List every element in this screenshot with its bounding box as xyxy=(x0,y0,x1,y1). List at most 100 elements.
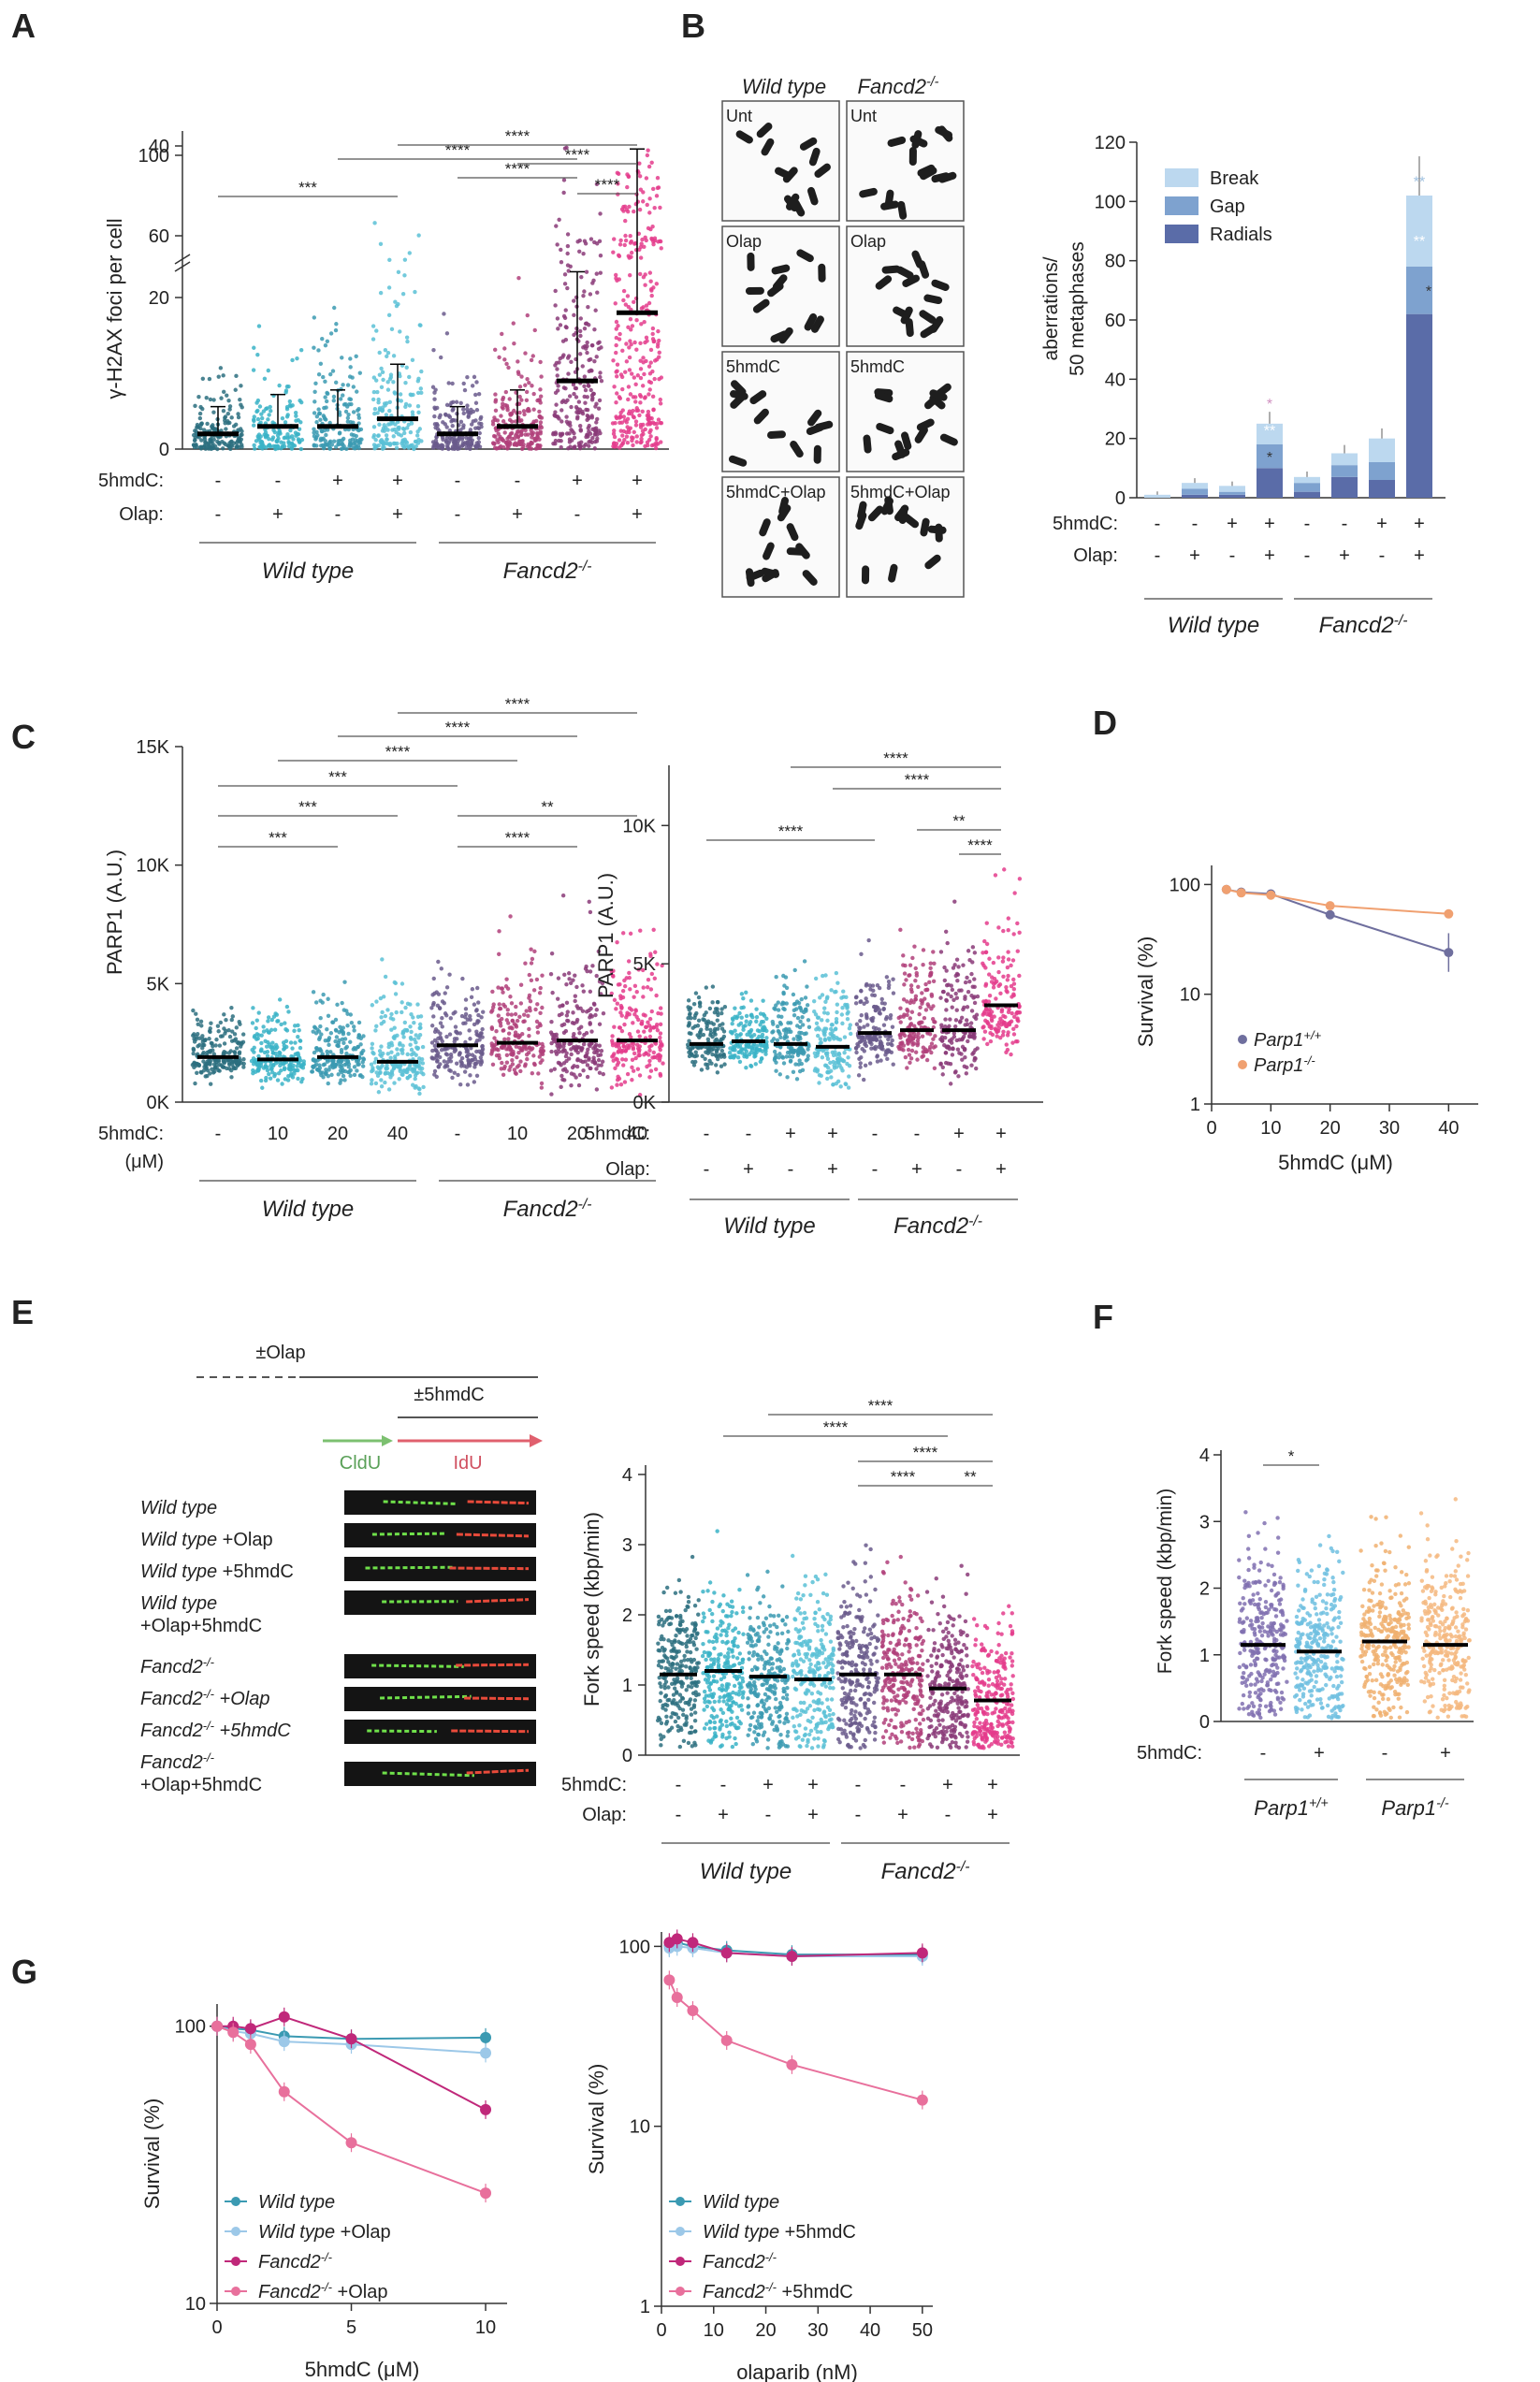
dot-a-7 xyxy=(614,342,618,348)
dot-a-2 xyxy=(312,345,316,350)
dot-c1-3 xyxy=(378,995,384,1001)
dot-c2-3 xyxy=(840,1058,846,1064)
dot-c2-0 xyxy=(693,1050,698,1054)
dot-a-5 xyxy=(504,361,509,367)
dot-a-2 xyxy=(325,390,329,396)
dot-a-6 xyxy=(587,423,591,428)
dot-c2-2 xyxy=(777,1031,782,1037)
treat-olap-7: + xyxy=(632,504,643,525)
treat-olap-3: + xyxy=(1264,545,1275,566)
dot-a-0 xyxy=(220,439,225,444)
dot-c1-3 xyxy=(400,981,405,986)
dot-a-7 xyxy=(638,425,644,429)
dot-a-2 xyxy=(316,348,321,353)
dot-c1-0 xyxy=(214,1062,219,1068)
dot-c2-1 xyxy=(737,1033,742,1038)
dot-c2-7 xyxy=(994,996,998,1001)
dot-c1-7 xyxy=(622,1022,627,1027)
dot-c2-7 xyxy=(983,981,989,987)
dot-c2-3 xyxy=(820,1055,825,1060)
dot-a-3 xyxy=(375,389,380,395)
dot-a-7 xyxy=(647,270,653,275)
dot-a-5 xyxy=(523,351,528,356)
dot-a-2 xyxy=(340,438,345,443)
dot-c1-1 xyxy=(298,1045,303,1051)
dot-a-0 xyxy=(236,414,241,420)
dot-a-6 xyxy=(588,292,593,297)
dot-a-3 xyxy=(390,428,395,432)
dot-c1-1 xyxy=(254,1025,258,1031)
dot-c2-4 xyxy=(865,1023,870,1027)
dot-c1-5 xyxy=(504,1018,510,1023)
dot-c2-6 xyxy=(949,994,953,999)
dot-a-3 xyxy=(410,410,415,414)
dot-c2-6 xyxy=(956,1074,961,1079)
bar-b-break-7 xyxy=(1406,196,1432,267)
dot-c1-7 xyxy=(640,1019,645,1024)
dot-c2-0 xyxy=(715,999,720,1005)
dot-c1-7 xyxy=(651,1025,657,1030)
dot-c1-2 xyxy=(331,1063,336,1068)
metaphase-label: Olap xyxy=(850,232,886,251)
dot-a-4 xyxy=(479,414,484,420)
dot-c2-4 xyxy=(858,1065,863,1069)
dot-c1-3 xyxy=(413,1076,417,1082)
dot-a-5 xyxy=(510,419,515,424)
dot-a-5 xyxy=(500,331,504,337)
dot-c2-6 xyxy=(950,987,955,993)
dot-c2-0 xyxy=(693,1013,698,1018)
dot-a-3 xyxy=(372,411,377,416)
dot-a-6 xyxy=(574,404,579,410)
dot-a-7 xyxy=(650,369,655,374)
dot-a-3 xyxy=(370,397,376,402)
dot-c1-1 xyxy=(270,1070,275,1075)
dot-c1-0 xyxy=(199,1024,204,1028)
dot-a-3 xyxy=(381,440,386,444)
axis-break xyxy=(174,254,191,265)
dot-a-6 xyxy=(588,439,593,443)
dot-c2-5 xyxy=(933,1020,937,1024)
dot-a-7 xyxy=(640,428,646,433)
dot-c1-6 xyxy=(566,971,572,976)
tick-label-d-x: 0 xyxy=(1206,1118,1216,1139)
dot-c2-3 xyxy=(831,1082,835,1087)
dot-c2-4 xyxy=(885,1048,890,1053)
dot-a-4 xyxy=(441,443,445,448)
dot-c1-4 xyxy=(468,1017,472,1022)
dot-a-7 xyxy=(641,360,646,365)
dot-c2-4 xyxy=(885,1056,890,1062)
dot-a-7 xyxy=(639,439,644,444)
dot-c2-1 xyxy=(764,1016,769,1021)
dot-c1-5 xyxy=(508,995,513,999)
dot-a-7 xyxy=(647,392,651,397)
dot-c1-5 xyxy=(506,1031,512,1036)
dot-a-4 xyxy=(468,446,472,452)
dot-a-0 xyxy=(236,412,240,416)
dot-c1-6 xyxy=(575,1050,580,1055)
dot-c1-3 xyxy=(400,1000,404,1005)
dot-c1-3 xyxy=(377,1049,383,1053)
dot-a-0 xyxy=(193,403,197,409)
dot-c2-3 xyxy=(811,998,817,1004)
dot-c1-3 xyxy=(409,1029,414,1035)
dot-c1-5 xyxy=(535,1030,541,1035)
row-label-olap: Olap: xyxy=(1073,545,1118,566)
dot-c1-3 xyxy=(370,1046,374,1051)
dot-c2-4 xyxy=(859,1013,864,1018)
chromosome-mark xyxy=(778,327,793,344)
dot-a-6 xyxy=(561,313,567,319)
y-label-d: Survival (%) xyxy=(1134,937,1157,1048)
dot-a-0 xyxy=(197,415,203,421)
dot-c1-3 xyxy=(391,1066,397,1071)
chromosome-mark xyxy=(880,200,899,211)
chromosome-mark xyxy=(782,167,798,183)
dot-c2-0 xyxy=(707,1006,713,1011)
dot-c1-7 xyxy=(647,1048,652,1053)
dot-c1-2 xyxy=(356,1020,362,1025)
dot-a-6 xyxy=(580,364,585,369)
dot-a-0 xyxy=(225,411,231,416)
dot-a-4 xyxy=(472,374,477,380)
dot-c2-3 xyxy=(814,1021,820,1025)
dot-c2-5 xyxy=(923,981,928,987)
dot-a-5 xyxy=(493,434,498,439)
